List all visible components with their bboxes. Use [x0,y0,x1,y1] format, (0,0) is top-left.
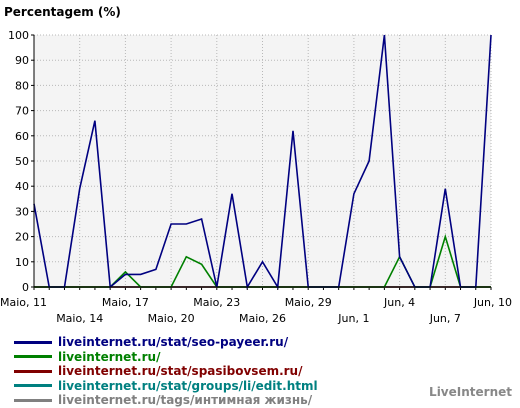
y-tick-label: 0 [22,281,29,294]
legend-swatch [14,340,52,344]
legend-label[interactable]: liveinternet.ru/stat/groups/li/edit.html [58,378,318,393]
legend-label[interactable]: liveinternet.ru/stat/seo-payeer.ru/ [58,335,289,350]
y-tick-label: 60 [15,130,29,143]
y-tick-label: 80 [15,79,29,92]
x-tick-label: Maio, 17 [102,296,149,309]
y-tick-label: 40 [15,180,29,193]
legend: liveinternet.ru/stat/seo-payeer.ru/livei… [14,335,318,408]
x-tick-label: Jun, 7 [429,312,461,325]
x-tick-label: Maio, 29 [285,296,332,309]
legend-swatch [14,398,52,402]
legend-entry: liveinternet.ru/tags/интимная жизнь/ [14,393,318,408]
x-tick-label: Maio, 23 [193,296,240,309]
legend-swatch [14,369,52,373]
y-tick-label: 100 [8,29,29,42]
y-tick-label: 10 [15,256,29,269]
x-tick-label: Jun, 1 [337,312,369,325]
y-axis-title: Percentagem (%) [4,5,121,19]
y-tick-label: 70 [15,105,29,118]
y-tick-label: 90 [15,54,29,67]
brand-label: LiveInternet [429,385,512,399]
x-tick-label: Maio, 11 [0,296,47,309]
y-tick-label: 50 [15,155,29,168]
legend-label[interactable]: liveinternet.ru/stat/spasibovsem.ru/ [58,364,303,379]
y-tick-label: 30 [15,205,29,218]
legend-entry: liveinternet.ru/ [14,350,318,365]
legend-entry: liveinternet.ru/stat/seo-payeer.ru/ [14,335,318,350]
y-tick-label: 20 [15,231,29,244]
legend-swatch [14,384,52,388]
x-tick-label: Maio, 26 [239,312,286,325]
x-tick-label: Jun, 10 [473,296,512,309]
line-chart: Percentagem (%) 0 10 20 30 40 50 60 70 80 90 100 M… [0,5,512,325]
x-tick-label: Jun, 4 [383,296,415,309]
legend-entry: liveinternet.ru/stat/groups/li/edit.html [14,379,318,394]
x-tick-label: Maio, 20 [148,312,195,325]
x-tick-label: Maio, 14 [56,312,103,325]
legend-label[interactable]: liveinternet.ru/ [58,349,161,364]
legend-swatch [14,355,52,359]
legend-entry: liveinternet.ru/stat/spasibovsem.ru/ [14,364,318,379]
legend-label[interactable]: liveinternet.ru/tags/интимная жизнь/ [58,393,313,408]
